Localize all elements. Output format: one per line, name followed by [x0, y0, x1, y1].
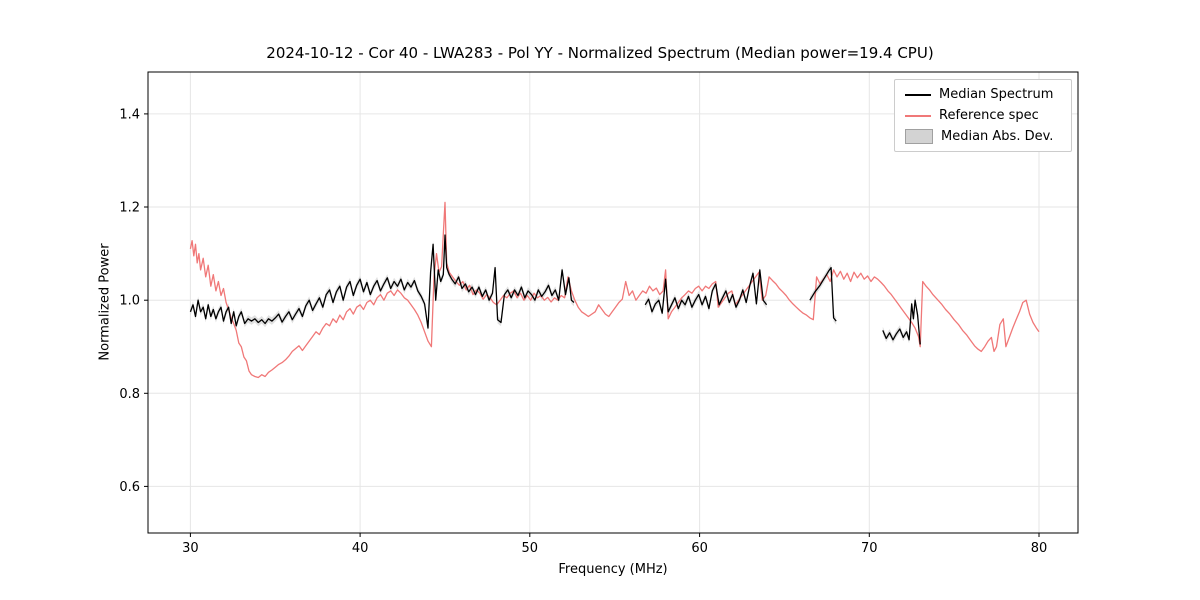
- y-axis-label: Normalized Power: [97, 243, 113, 361]
- legend-entry-median-spectrum: Median Spectrum: [905, 87, 1061, 102]
- reference-spec-line-sample: [905, 114, 931, 117]
- x-tick-label: 30: [182, 541, 199, 556]
- reference-spec-line: [189, 201, 1040, 379]
- y-tick-label: 0.8: [119, 387, 140, 402]
- y-tick-label: 1.0: [119, 294, 140, 309]
- median-spectrum-line-sample: [905, 93, 931, 96]
- legend-label-median-spectrum: Median Spectrum: [939, 87, 1054, 102]
- x-tick-label: 60: [691, 541, 708, 556]
- median-spectrum-line: [809, 266, 837, 322]
- chart-title: 2024-10-12 - Cor 40 - LWA283 - Pol YY - …: [266, 44, 934, 62]
- legend-label-reference-spec: Reference spec: [939, 108, 1039, 123]
- y-tick-label: 1.2: [119, 201, 140, 216]
- median-spectrum-line: [189, 234, 575, 329]
- median-spectrum-line: [644, 269, 768, 314]
- legend-entry-reference-spec: Reference spec: [905, 108, 1061, 123]
- x-axis-label: Frequency (MHz): [558, 562, 668, 577]
- x-tick-label: 40: [352, 541, 369, 556]
- legend-entry-median-abs-dev: Median Abs. Dev.: [905, 129, 1061, 144]
- median-abs-dev-band: [190, 231, 574, 332]
- y-tick-label: 1.4: [119, 107, 140, 122]
- axes-spines: [147, 71, 1079, 534]
- median-abs-dev-band: [882, 296, 921, 349]
- legend: Median Spectrum Reference spec Median Ab…: [894, 79, 1072, 152]
- x-tick-label: 50: [522, 541, 539, 556]
- median-abs-dev-patch-sample: [905, 129, 933, 144]
- legend-label-median-abs-dev: Median Abs. Dev.: [941, 129, 1054, 144]
- median-spectrum-line: [882, 299, 921, 345]
- x-tick-label: 80: [1031, 541, 1048, 556]
- x-tick-label: 70: [861, 541, 878, 556]
- y-tick-label: 0.6: [119, 480, 140, 495]
